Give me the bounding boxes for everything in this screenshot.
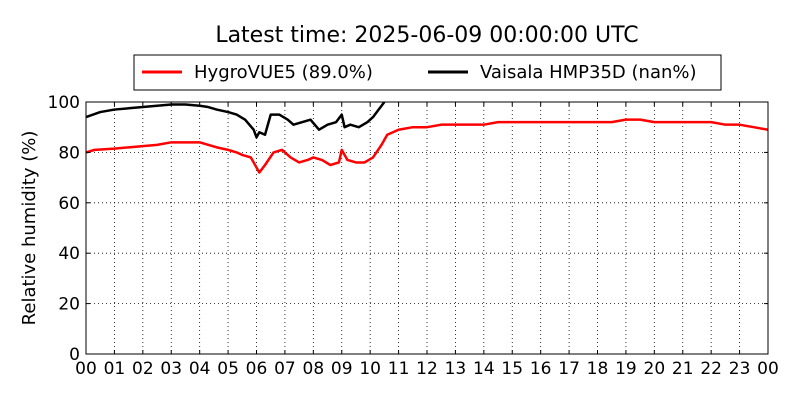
y-tick-label: 40	[58, 244, 80, 264]
legend-box	[133, 54, 722, 91]
x-tick-label: 08	[303, 359, 325, 379]
x-tick-label: 12	[416, 359, 438, 379]
x-tick-label: 17	[558, 359, 580, 379]
y-axis-tick-labels: 0 20 40 60 80 100	[48, 93, 80, 365]
x-tick-label: 15	[501, 359, 523, 379]
x-tick-label: 01	[104, 359, 126, 379]
x-tick-label: 07	[274, 359, 296, 379]
x-tick-label: 14	[473, 359, 495, 379]
series-line-hygrovue5	[86, 118, 768, 174]
plot-series	[86, 102, 768, 174]
plot-frame	[85, 101, 769, 355]
y-tick-label: 100	[48, 93, 80, 113]
x-tick-label: 23	[729, 359, 751, 379]
x-tick-label: 20	[644, 359, 666, 379]
x-tick-label: 03	[160, 359, 182, 379]
x-tick-label: 06	[246, 359, 268, 379]
legend: HygroVUE5 (89.0%) Vaisala HMP35D (nan%)	[133, 54, 722, 91]
grid-lines	[86, 102, 768, 354]
x-tick-label: 22	[700, 359, 722, 379]
y-tick-label: 20	[58, 295, 80, 315]
x-tick-label: 18	[587, 359, 609, 379]
x-tick-label: 00	[757, 359, 779, 379]
x-tick-label: 09	[331, 359, 353, 379]
legend-label-hygrovue5: HygroVUE5 (89.0%)	[194, 62, 373, 83]
y-tick-label: 60	[58, 194, 80, 214]
y-tick-label: 80	[58, 143, 80, 163]
x-tick-label: 13	[445, 359, 467, 379]
x-tick-label: 05	[217, 359, 239, 379]
x-tick-label: 04	[189, 359, 211, 379]
chart-title: Latest time: 2025-06-09 00:00:00 UTC	[215, 23, 638, 48]
x-tick-label: 21	[672, 359, 694, 379]
x-tick-label: 02	[132, 359, 154, 379]
legend-label-vaisala: Vaisala HMP35D (nan%)	[480, 62, 697, 83]
y-axis-label: Relative humidity (%)	[19, 131, 40, 326]
y-tick-label: 0	[69, 345, 80, 365]
x-tick-label: 11	[388, 359, 410, 379]
x-tick-label: 16	[530, 359, 552, 379]
x-tick-label: 19	[615, 359, 637, 379]
series-line-vaisala	[86, 102, 386, 139]
axis-ticks	[85, 101, 769, 355]
x-tick-label: 10	[359, 359, 381, 379]
x-tick-label: 00	[75, 359, 97, 379]
x-axis-tick-labels: 00 01 02 03 04 05 06 07 08 09 10 11 12 13 14 15 16 17 18 19…	[75, 359, 779, 379]
